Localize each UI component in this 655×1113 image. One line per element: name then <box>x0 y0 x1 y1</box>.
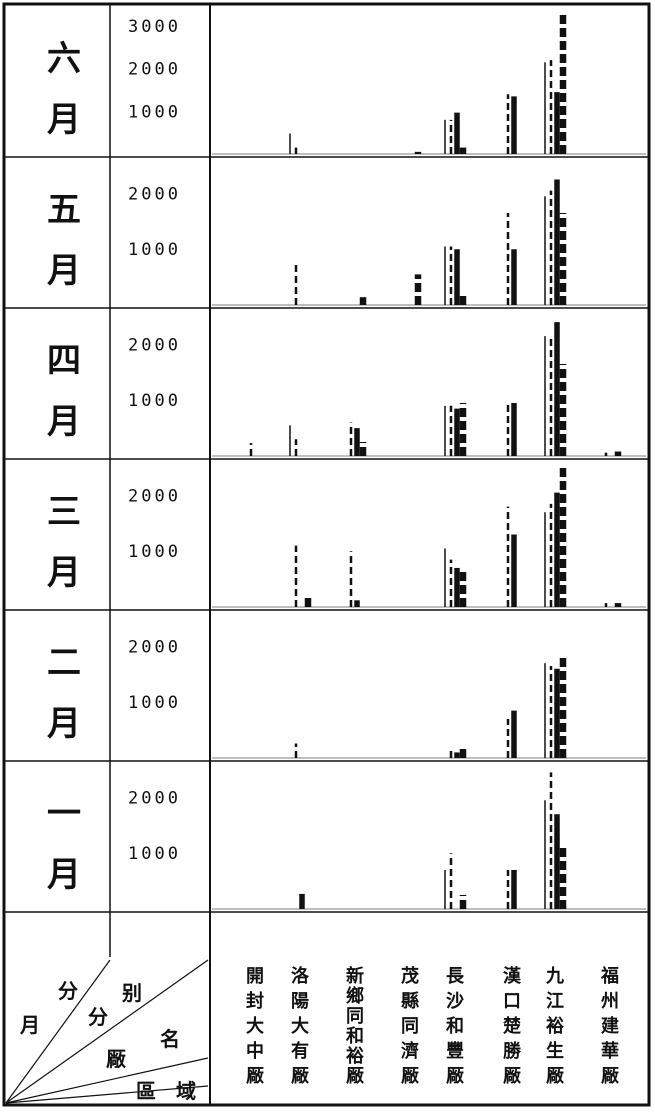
corner-diagonal-4 <box>5 1085 209 1104</box>
corner-label-fen: 分 <box>58 979 78 1003</box>
month-label: 六 <box>47 39 81 79</box>
factory-label-char: 茂 <box>401 965 419 987</box>
factory-label-char: 同 <box>401 1016 419 1037</box>
factory-label-char: 裕 <box>346 1045 364 1067</box>
factory-label-char: 長 <box>446 966 465 987</box>
corner-label-bie: 别 <box>121 981 142 1005</box>
factory-label-char: 和 <box>446 1016 464 1037</box>
month-label-yue: 月 <box>47 553 81 593</box>
factory-label-char: 中 <box>246 1040 264 1062</box>
tick-label: 1000 <box>128 844 181 864</box>
factory-label-char: 有 <box>291 1040 309 1062</box>
factory-label-char: 楚 <box>503 1015 521 1037</box>
corner-label-ming: 名 <box>160 1027 180 1051</box>
tick-label: 2000 <box>128 486 181 506</box>
factory-label-char: 州 <box>600 991 619 1012</box>
tick-label: 2000 <box>128 637 181 657</box>
tick-label: 2000 <box>128 184 181 204</box>
factory-label-char: 大 <box>246 1015 264 1037</box>
tick-label: 2000 <box>128 335 181 355</box>
factory-label-char: 江 <box>546 991 564 1012</box>
factory-label-char: 建 <box>601 1015 619 1037</box>
factory-label-char: 和 <box>346 1026 364 1047</box>
tick-label: 1000 <box>128 542 181 562</box>
factory-label-char: 新 <box>346 965 364 987</box>
corner-header: 月 分 别 分 名 厰 區 域 <box>5 959 209 1104</box>
tick-label: 2000 <box>128 60 181 80</box>
corner-label-fen2: 分 <box>88 1005 108 1029</box>
corner-label-quyu: 區 <box>136 1079 156 1103</box>
factory-label-char: 生 <box>546 1040 564 1062</box>
tick-label: 1000 <box>128 102 181 122</box>
factory-label-char: 同 <box>346 1006 364 1027</box>
factory-label-char: 厰 <box>346 1066 364 1087</box>
factory-label-char: 厰 <box>401 1066 419 1087</box>
month-label-yue: 月 <box>47 402 81 442</box>
factory-label-char: 濟 <box>401 1040 419 1062</box>
factory-label-char: 洛 <box>291 965 310 987</box>
month-label: 一 <box>47 794 81 834</box>
factory-label-char: 鄉 <box>346 985 364 1007</box>
factory-label-char: 漢 <box>503 965 522 987</box>
month-label-yue: 月 <box>47 855 81 895</box>
corner-label-yu: 域 <box>176 1079 196 1103</box>
factory-label-char: 福 <box>600 965 619 987</box>
tick-label: 3000 <box>128 17 181 37</box>
month-label: 三 <box>47 492 81 532</box>
factory-label-char: 厰 <box>291 1066 309 1087</box>
tick-label: 1000 <box>128 391 181 411</box>
factory-label-char: 豐 <box>446 1040 464 1062</box>
corner-diagonal-2 <box>5 959 209 1104</box>
chart-marks: 六月300020001000五月20001000四月20001000三月2000… <box>47 13 646 1087</box>
factory-label-char: 厰 <box>546 1066 564 1087</box>
factory-label-char: 華 <box>601 1040 619 1062</box>
factory-label-char: 厰 <box>503 1066 521 1087</box>
factory-label-char: 口 <box>503 991 521 1012</box>
panel-separators <box>5 156 648 913</box>
month-label: 五 <box>47 190 81 230</box>
factory-label-char: 裕 <box>546 1015 564 1037</box>
corner-label-chang: 厰 <box>106 1047 126 1071</box>
corner-diagonal-3 <box>5 1057 209 1104</box>
factory-label-char: 沙 <box>446 991 464 1012</box>
corner-label-months: 月 <box>19 1013 40 1037</box>
factory-label-char: 九 <box>545 966 564 987</box>
factory-label-char: 陽 <box>291 991 309 1012</box>
corner-diagonal-1 <box>5 959 111 1104</box>
tick-label: 1000 <box>128 240 181 260</box>
month-label-yue: 月 <box>47 251 81 291</box>
month-label-yue: 月 <box>47 100 81 140</box>
factory-label-char: 封 <box>246 990 264 1012</box>
factory-label-char: 厰 <box>446 1066 464 1087</box>
factory-label-char: 厰 <box>246 1066 264 1087</box>
month-label: 二 <box>47 643 81 683</box>
tick-label: 2000 <box>128 788 181 808</box>
month-label-yue: 月 <box>47 704 81 744</box>
factory-label-char: 厰 <box>601 1066 619 1087</box>
factory-label-char: 開 <box>246 966 264 987</box>
factory-label-char: 大 <box>291 1015 309 1037</box>
tick-label: 1000 <box>128 693 181 713</box>
factory-label-char: 縣 <box>401 991 419 1012</box>
factory-label-char: 勝 <box>503 1040 522 1062</box>
month-label: 四 <box>47 341 81 381</box>
